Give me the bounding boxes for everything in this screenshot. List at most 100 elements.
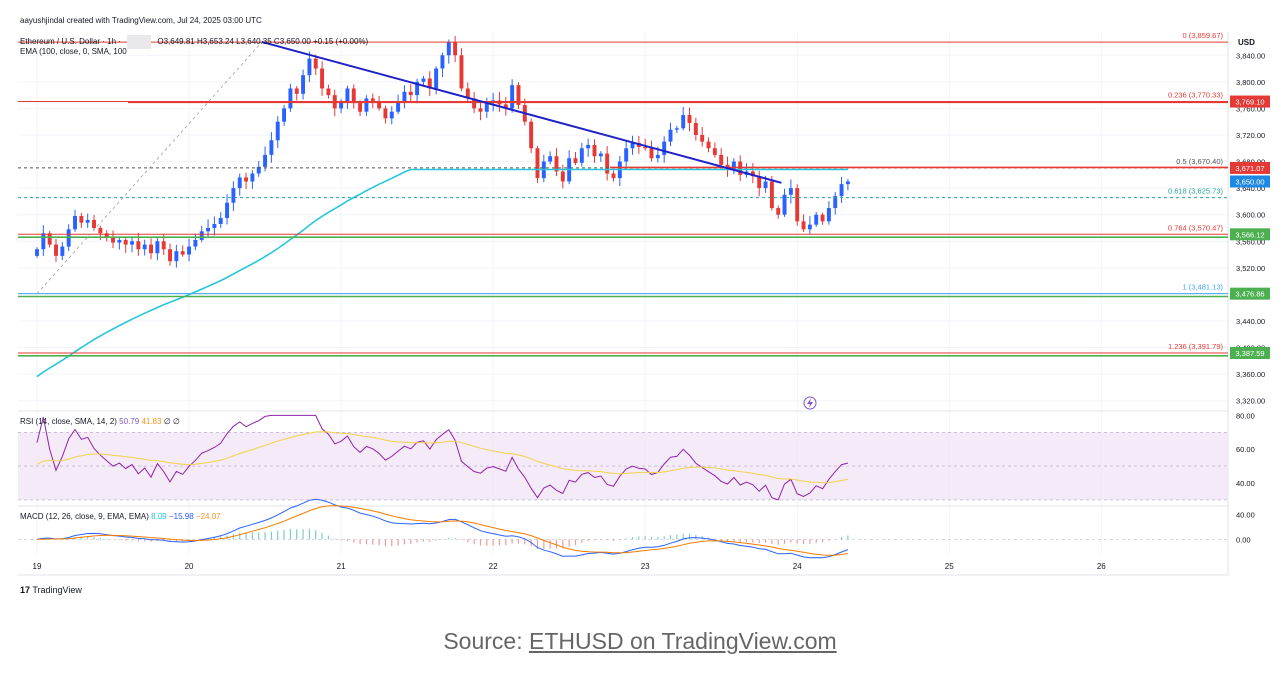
price-tick-label: 3,360.00 <box>1236 370 1265 379</box>
candle-body <box>529 121 534 149</box>
candle-body <box>668 129 673 142</box>
candle-body <box>212 223 217 228</box>
candle-body <box>446 41 451 56</box>
candle-body <box>510 85 515 109</box>
candle-body <box>402 91 407 102</box>
candle-body <box>47 233 52 245</box>
price-tick-label: 3,600.00 <box>1236 211 1265 220</box>
candle-body <box>35 249 39 256</box>
tv-logo-icon: 17 <box>20 585 31 595</box>
candle-body <box>358 103 363 112</box>
candle-body <box>681 115 686 129</box>
fib-level-label: 0.5 (3,670.40) <box>1176 157 1223 166</box>
fib-diagonal <box>36 41 263 295</box>
candle-body <box>560 171 565 182</box>
candle-body <box>41 233 46 250</box>
candle-body <box>586 144 591 149</box>
candle-body <box>288 88 293 109</box>
candle-body <box>427 78 432 89</box>
candle-body <box>548 156 553 162</box>
candle-body <box>440 55 445 69</box>
candle-body <box>111 237 115 243</box>
rsi-tick-label: 40.00 <box>1236 479 1255 488</box>
candle-body <box>807 224 812 230</box>
candle-body <box>231 188 236 203</box>
trend-line <box>261 40 782 184</box>
symbol-name[interactable]: Ethereum / U.S. Dollar · 1h · <box>20 37 121 47</box>
fib-level-label: 1.236 (3,391.79) <box>1168 342 1224 351</box>
candle-body <box>117 239 122 243</box>
currency-label: USD <box>1238 38 1255 47</box>
price-tick-label: 3,760.00 <box>1236 104 1265 113</box>
candle-body <box>453 41 458 56</box>
candle-body <box>687 115 692 124</box>
candle-body <box>700 134 705 142</box>
tradingview-logo[interactable]: 17 TradingView <box>20 585 82 595</box>
candle-body <box>415 81 420 96</box>
fib-level-label: 0 (3,859.67) <box>1183 31 1224 40</box>
candle-body <box>155 241 160 254</box>
source-link[interactable]: ETHUSD on TradingView.com <box>529 628 837 654</box>
tradingview-chart[interactable]: 0 (3,859.67) 0.236 (3,770.33) 0.5 (3,670.4… <box>0 0 1280 600</box>
candle-body <box>592 144 597 157</box>
ema-legend[interactable]: EMA (100, close, 0, SMA, 100 <box>20 47 127 56</box>
candle-body <box>408 91 413 96</box>
current-price-badge-bg <box>1230 175 1270 188</box>
candle-body <box>605 153 610 174</box>
time-tick-label: 21 <box>337 562 346 571</box>
rsi-legend[interactable]: RSI (14, close, SMA, 14, 2) 50.79 41.83 … <box>20 417 180 426</box>
time-tick-label: 26 <box>1097 562 1106 571</box>
alert-icon <box>803 396 817 410</box>
candle-body <box>377 101 382 109</box>
candle-body <box>389 111 394 119</box>
candle-body <box>60 246 65 256</box>
price-badge-bg <box>1230 287 1270 300</box>
candle-body <box>250 173 255 182</box>
price-badge-bg <box>1230 161 1270 174</box>
ema-line <box>36 168 848 378</box>
candle-body <box>54 244 58 256</box>
price-tick-label: 3,520.00 <box>1236 264 1265 273</box>
candle-body <box>472 98 477 109</box>
candle-body <box>459 55 464 89</box>
price-badge: 3,387.59 <box>1235 349 1264 358</box>
price-badge: 3,476.86 <box>1235 290 1264 299</box>
rsi-value: 50.79 <box>119 417 140 426</box>
candle-body <box>712 148 717 155</box>
candle-body <box>516 85 521 106</box>
macd-legend[interactable]: MACD (12, 26, close, 9, EMA, EMA) 8.09 −… <box>20 512 221 521</box>
candle-body <box>244 177 249 182</box>
ohlc-values: O3,649.81 H3,653.24 L3,640.35 C3,650.00 … <box>157 37 369 47</box>
price-tick-label: 3,560.00 <box>1236 237 1265 246</box>
candle-body <box>484 103 489 112</box>
candle-body <box>193 239 198 247</box>
candle-body <box>598 153 603 157</box>
candle-body <box>839 184 844 197</box>
candle-body <box>801 221 806 230</box>
price-badge: 3,671.07 <box>1235 164 1264 173</box>
fib-level-label: 1 (3,481.13) <box>1183 283 1224 292</box>
price-tick-label: 3,840.00 <box>1236 51 1265 60</box>
candle-body <box>149 244 154 254</box>
time-tick-label: 20 <box>185 562 194 571</box>
time-tick-label: 22 <box>489 562 498 571</box>
candle-body <box>123 239 128 245</box>
source-caption: Source: ETHUSD on TradingView.com <box>443 628 837 654</box>
macd-value: −15.98 <box>168 512 194 521</box>
candle-body <box>294 88 299 94</box>
candle-body <box>168 249 173 262</box>
fib-level-label: 0.618 (3,625.73) <box>1168 187 1224 196</box>
candle-body <box>630 142 635 149</box>
candle-body <box>795 188 800 222</box>
price-badge: 3,769.10 <box>1235 98 1264 107</box>
candle-body <box>719 154 724 165</box>
candle-body <box>573 158 578 163</box>
candle-body <box>130 241 134 245</box>
candle-body <box>579 148 584 163</box>
candle-body <box>269 140 274 155</box>
price-tick-label: 3,320.00 <box>1236 397 1265 406</box>
rsi-tick-label: 60.00 <box>1236 445 1255 454</box>
candle-body <box>351 88 356 104</box>
candle-body <box>136 241 141 250</box>
fib-level-label: 0.236 (3,770.33) <box>1168 91 1224 100</box>
